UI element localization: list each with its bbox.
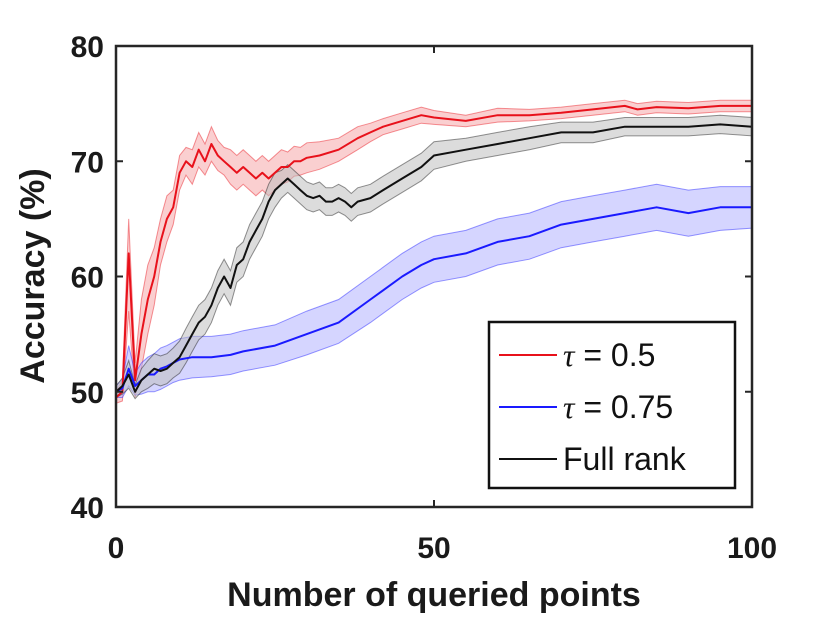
x-tick-label: 0: [108, 532, 125, 565]
legend-label-0: τ = 0.5: [563, 337, 655, 373]
x-axis-label: Number of queried points: [227, 576, 641, 614]
legend-symbol-0: τ: [563, 337, 576, 373]
y-tick-label: 40: [71, 492, 104, 525]
x-tick-label: 100: [727, 532, 777, 565]
series-lines: [115, 104, 753, 399]
y-tick-label: 60: [71, 262, 104, 295]
y-tick-label: 80: [71, 31, 104, 64]
x-tick-label: 50: [417, 532, 450, 565]
y-tick-label: 50: [71, 377, 104, 410]
y-axis-label: Accuracy (%): [14, 168, 52, 383]
series-2-line: [115, 123, 753, 393]
legend-text-1: = 0.75: [574, 389, 673, 425]
axis-ticks: 0 50 100 40 50 60 70 80: [71, 31, 777, 565]
series-0-line: [115, 104, 752, 399]
legend-label-1: τ = 0.75: [563, 389, 673, 425]
legend-symbol-1: τ: [563, 389, 576, 425]
legend-label-2: Full rank: [563, 441, 687, 477]
legend-text-2: Full rank: [563, 441, 687, 477]
legend-text-0: = 0.5: [574, 337, 655, 373]
y-tick-label: 70: [71, 146, 104, 179]
legend-box: [487, 320, 737, 490]
